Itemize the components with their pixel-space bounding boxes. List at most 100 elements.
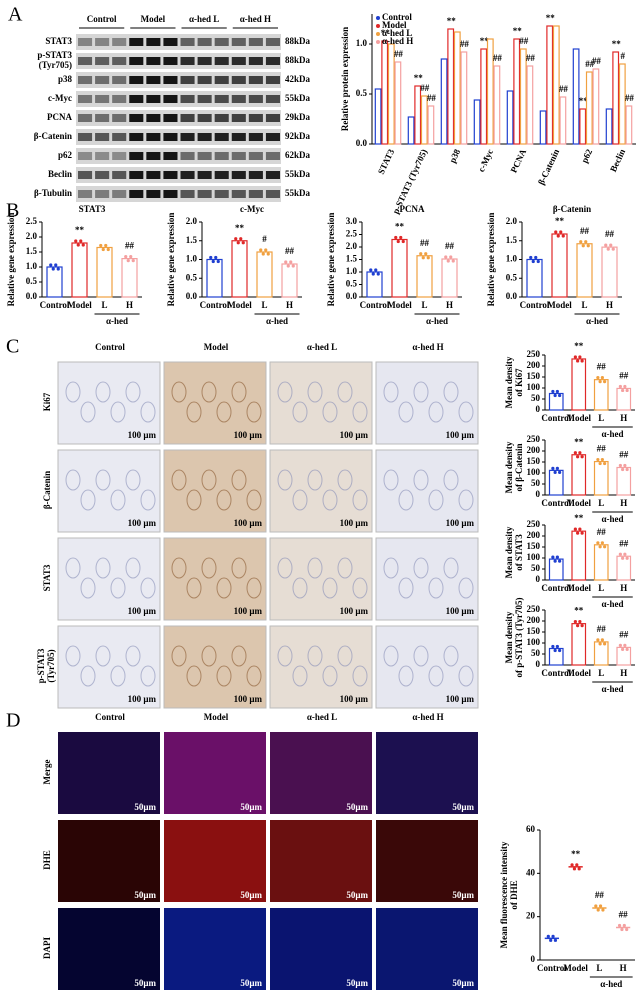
y-tick-label: 200 (527, 615, 541, 625)
x-tick-label: L (598, 413, 604, 423)
blot-band (214, 38, 229, 46)
sample-point (79, 239, 83, 243)
blot-band (197, 171, 212, 179)
sample-point (553, 559, 557, 563)
tissue (337, 645, 353, 667)
blot-band (129, 133, 144, 141)
chart-title: c-Myc (240, 204, 264, 214)
blot-band (248, 152, 263, 160)
tissue (65, 469, 81, 491)
significance: ## (619, 371, 629, 381)
sample-point (594, 904, 598, 908)
protein-label: p62 (58, 150, 73, 160)
bar (601, 246, 618, 298)
x-tick-label: H (620, 963, 627, 973)
blot-band (180, 38, 195, 46)
group-label: α-hed (601, 684, 623, 694)
blot-band (112, 133, 127, 141)
fluorescence-image (58, 908, 160, 990)
y-tick-label: 50 (531, 478, 541, 488)
sample-point (559, 230, 563, 234)
tissue (231, 557, 247, 579)
blot-band (95, 38, 110, 46)
sample-point (580, 531, 584, 535)
bar (612, 51, 620, 145)
size-label: 62kDa (285, 150, 311, 160)
legend-swatch (376, 40, 380, 44)
protein-label: p38 (58, 74, 73, 84)
tissue (231, 469, 247, 491)
x-tick-label: L (596, 963, 602, 973)
blot-band (180, 114, 195, 122)
blot-band (265, 171, 280, 179)
bar (416, 255, 433, 298)
bar (625, 105, 633, 145)
y-tick-label: 50 (531, 393, 541, 403)
bar (579, 108, 587, 145)
tissue (383, 645, 399, 667)
sample-point (598, 380, 602, 384)
sample-point (606, 247, 610, 251)
blot-band (265, 190, 280, 198)
tissue (322, 577, 338, 599)
y-axis-label: Mean density (504, 611, 514, 663)
scale-bar-label: 100 μm (234, 606, 263, 616)
micrograph (163, 537, 267, 621)
sample-point (625, 388, 629, 393)
blot-band (163, 76, 178, 84)
sample-point (551, 389, 555, 394)
legend-swatch (376, 32, 380, 36)
blot-strip (76, 186, 281, 202)
blot-band (197, 152, 212, 160)
bar (616, 387, 632, 411)
tissue (110, 665, 126, 687)
tissue (458, 665, 474, 687)
sample-point (284, 260, 288, 264)
blot-band (163, 190, 178, 198)
y-tick-label: 250 (527, 519, 541, 529)
y-axis-label: Mean density (504, 441, 514, 493)
sample-point (376, 272, 380, 276)
x-tick-label: Control (360, 300, 390, 310)
y-tick-label: 150 (527, 371, 541, 381)
tissue (186, 577, 202, 599)
sample-point (586, 244, 590, 248)
blot-band (78, 190, 93, 198)
significance: ** (574, 513, 584, 523)
y-tick-label: 40 (526, 867, 536, 877)
blot-band (129, 95, 144, 103)
bar (374, 88, 382, 145)
y-axis-label: of p-STAT3 (Tyr705) (514, 597, 524, 677)
x-tick-label: L (581, 300, 587, 310)
bar (206, 258, 223, 298)
sample-point (596, 541, 600, 545)
sample-point (369, 268, 373, 272)
tissue (65, 381, 81, 403)
sample-point (259, 248, 263, 252)
tissue (458, 401, 474, 423)
blot-band (78, 57, 93, 65)
bar (256, 251, 273, 298)
bar (548, 469, 564, 496)
scale-bar-label: 50μm (346, 890, 368, 900)
sample-point (534, 255, 538, 260)
y-tick-label: 100 (527, 382, 541, 392)
y-tick-label: 3.0 (346, 216, 358, 226)
tissue (80, 489, 96, 511)
significance: ## (526, 53, 536, 63)
bar (593, 460, 609, 496)
sample-point (596, 638, 600, 642)
significance: ** (235, 223, 245, 233)
blot-band (78, 114, 93, 122)
blot-strip (76, 34, 281, 50)
blot-strip (76, 167, 281, 183)
y-tick-label: 250 (527, 604, 541, 614)
scale-bar-label: 100 μm (128, 694, 157, 704)
significance: ## (460, 39, 470, 49)
tissue (428, 577, 444, 599)
sample-point (81, 243, 85, 247)
x-tick-label: β-Catenin (536, 147, 561, 186)
fluorescence-image (58, 732, 160, 814)
y-axis-label: Relative gene expression (6, 213, 16, 307)
bar (407, 116, 415, 145)
